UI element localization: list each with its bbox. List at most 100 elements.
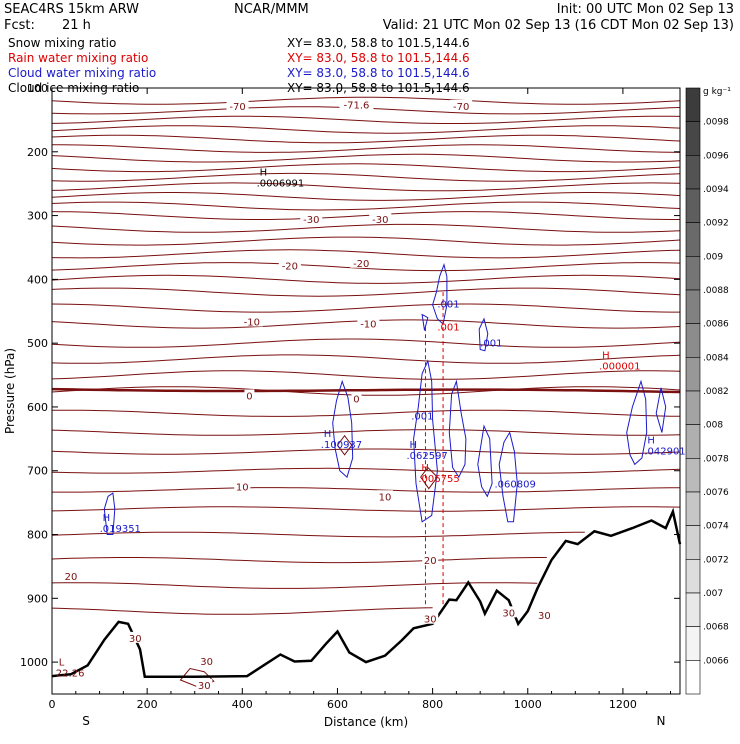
xy-rain: XY= 83.0, 58.8 to 101.5,144.6 bbox=[287, 51, 470, 65]
extremum-value: .042901 bbox=[644, 446, 685, 457]
colorbar-tick-label: .0078 bbox=[703, 454, 729, 464]
valid-time: Valid: 21 UTC Mon 02 Sep 13 (16 CDT Mon … bbox=[383, 18, 734, 33]
y-tick-label: 100 bbox=[27, 82, 48, 95]
isotherm-line bbox=[51, 303, 680, 313]
extremum-value: .0006991 bbox=[257, 178, 305, 189]
isotherm-line bbox=[51, 506, 681, 512]
extremum-value: .000001 bbox=[599, 362, 640, 373]
x-axis-label: Distance (km) bbox=[324, 715, 408, 729]
isotherm-line bbox=[51, 557, 547, 564]
contour-value-label: .001 bbox=[437, 322, 459, 333]
isotherm-label: -10 bbox=[360, 319, 376, 330]
isotherm-line bbox=[51, 211, 680, 220]
legend-cloud-water: Cloud water mixing ratio bbox=[8, 66, 156, 80]
colorbar-swatch bbox=[685, 256, 701, 291]
colorbar-tick-label: .009 bbox=[703, 252, 723, 262]
colorbar-tick-label: .0074 bbox=[703, 522, 729, 532]
isotherm-label: 0 bbox=[246, 391, 252, 402]
colorbar-swatch bbox=[685, 323, 701, 358]
cloud-water-contour bbox=[626, 379, 648, 466]
y-tick-label: 600 bbox=[27, 401, 48, 414]
terrain-layer bbox=[51, 507, 682, 679]
isotherm-line bbox=[51, 370, 681, 380]
colorbar-tick-label: .0076 bbox=[703, 488, 729, 498]
isotherm-line bbox=[51, 172, 681, 182]
y-tick-label: 200 bbox=[27, 146, 48, 159]
extremum-mark: H bbox=[647, 435, 655, 446]
y-tick-label: 400 bbox=[27, 273, 48, 286]
isotherm-label: -70 bbox=[229, 102, 245, 113]
colorbar-tick-label: .0066 bbox=[703, 656, 729, 666]
isotherm-line bbox=[51, 182, 681, 192]
isotherm-line bbox=[51, 409, 681, 417]
colorbar-swatch bbox=[685, 592, 701, 627]
isotherm-line bbox=[51, 236, 681, 246]
isotherm-label: -71.6 bbox=[344, 101, 370, 112]
x-tick-label: 1200 bbox=[609, 698, 637, 711]
freezing-level-line bbox=[51, 387, 681, 394]
cloud-water-contour bbox=[477, 424, 493, 498]
x-tick-label: 800 bbox=[422, 698, 443, 711]
north-label: N bbox=[657, 714, 666, 728]
plot-frame bbox=[51, 87, 681, 695]
isotherm-line bbox=[51, 274, 681, 284]
isotherm-label: 30 bbox=[198, 681, 211, 692]
isotherm-line bbox=[51, 354, 681, 364]
extremum-value: .062597 bbox=[406, 451, 447, 462]
colorbar-swatch bbox=[685, 424, 701, 459]
isotherm-line bbox=[51, 467, 681, 474]
extremum-value: 22.26 bbox=[56, 668, 85, 679]
extremum-value: .006755 bbox=[418, 474, 459, 485]
colorbar-swatch bbox=[685, 289, 701, 324]
y-tick-label: 500 bbox=[27, 337, 48, 350]
x-tick-label: 400 bbox=[232, 698, 253, 711]
rain-water-layer bbox=[179, 292, 444, 689]
colorbar-swatch bbox=[685, 660, 701, 695]
isotherm-line bbox=[51, 125, 681, 134]
colorbar: .0098 .0096 .0094 .0092 .009 .0088 .0086 .0084.… bbox=[685, 87, 729, 695]
y-tick-label: 1000 bbox=[20, 656, 48, 669]
colorbar-tick-label: .0072 bbox=[703, 555, 729, 565]
x-tick-label: 0 bbox=[49, 698, 56, 711]
init-time: Init: 00 UTC Mon 02 Sep 13 bbox=[557, 2, 734, 17]
extremum-mark: H bbox=[103, 513, 111, 524]
cloud-water-contour bbox=[432, 262, 448, 325]
isotherm-label: 30 bbox=[502, 608, 515, 619]
xy-snow: XY= 83.0, 58.8 to 101.5,144.6 bbox=[287, 36, 470, 50]
colorbar-tick-label: .0084 bbox=[703, 353, 729, 363]
isotherm-line bbox=[52, 487, 680, 493]
y-axis-label: Pressure (hPa) bbox=[3, 348, 17, 434]
y-tick-label: 800 bbox=[27, 529, 48, 542]
contour-value-label: .001 bbox=[437, 299, 459, 310]
isotherm-line bbox=[52, 144, 681, 153]
cloud-water-contour bbox=[413, 359, 438, 523]
small-contour bbox=[420, 466, 439, 490]
label-knockout bbox=[500, 606, 517, 618]
isotherm-label: -30 bbox=[303, 215, 319, 226]
xy-cloud-water: XY= 83.0, 58.8 to 101.5,144.6 bbox=[287, 66, 470, 80]
label-knockout bbox=[351, 392, 362, 404]
y-tick-label: 900 bbox=[27, 592, 48, 605]
colorbar-tick-label: .0086 bbox=[703, 320, 729, 330]
isotherm-layer bbox=[51, 96, 681, 614]
isotherm-line bbox=[51, 582, 538, 589]
small-contour bbox=[336, 434, 353, 456]
extremum-value: .100937 bbox=[321, 440, 362, 451]
colorbar-tick-label: .0092 bbox=[703, 219, 729, 229]
isotherm-label: 30 bbox=[200, 657, 213, 668]
colorbar-tick-label: .0096 bbox=[703, 151, 729, 161]
label-knockout bbox=[422, 612, 439, 624]
legend-snow: Snow mixing ratio bbox=[8, 36, 116, 50]
colorbar-swatch bbox=[685, 121, 701, 156]
fcst-value: 21 h bbox=[62, 18, 91, 33]
isotherm-line bbox=[51, 448, 681, 455]
cloud-water-contour bbox=[421, 313, 429, 331]
isotherm-line bbox=[51, 262, 681, 272]
isotherm-line bbox=[51, 338, 681, 348]
colorbar-tick-label: .0082 bbox=[703, 387, 729, 397]
isotherm-line bbox=[51, 386, 681, 396]
colorbar-swatch bbox=[685, 155, 701, 190]
label-knockout bbox=[127, 631, 144, 643]
